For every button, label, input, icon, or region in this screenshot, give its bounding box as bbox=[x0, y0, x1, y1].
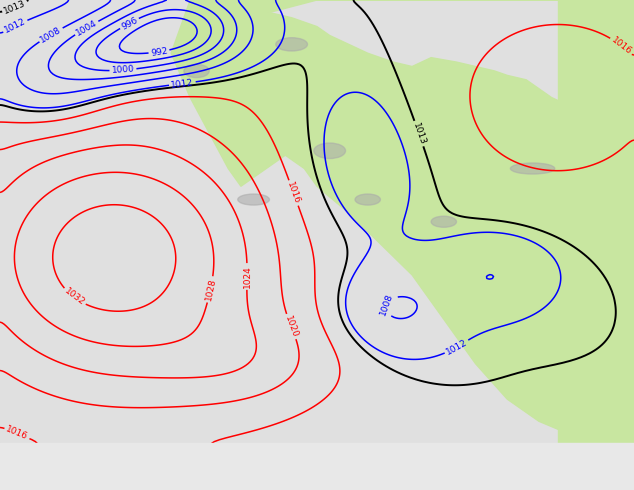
Text: 1028: 1028 bbox=[204, 277, 217, 301]
Text: 1020: 1020 bbox=[283, 314, 299, 339]
Ellipse shape bbox=[431, 216, 456, 227]
Text: 1012: 1012 bbox=[171, 78, 194, 90]
Text: 1008: 1008 bbox=[379, 292, 395, 317]
Text: 992: 992 bbox=[150, 46, 168, 57]
Text: 1013: 1013 bbox=[411, 121, 427, 146]
Ellipse shape bbox=[238, 194, 269, 205]
Text: 1032: 1032 bbox=[62, 287, 86, 308]
Polygon shape bbox=[171, 0, 558, 53]
Text: 1016: 1016 bbox=[609, 35, 633, 56]
Ellipse shape bbox=[355, 194, 380, 205]
Text: Surface pressure [hPa] ECMWF: Surface pressure [hPa] ECMWF bbox=[6, 455, 206, 467]
Text: 1004: 1004 bbox=[74, 18, 99, 37]
Text: 1012: 1012 bbox=[444, 338, 469, 356]
Text: 1024: 1024 bbox=[242, 265, 252, 288]
Text: 1008: 1008 bbox=[39, 25, 63, 45]
Text: 1016: 1016 bbox=[4, 425, 29, 442]
Text: 1012: 1012 bbox=[3, 17, 27, 35]
Bar bbox=[558, 0, 634, 443]
Polygon shape bbox=[171, 9, 634, 443]
Text: 1013: 1013 bbox=[3, 0, 27, 16]
Text: 1000: 1000 bbox=[111, 65, 135, 75]
Ellipse shape bbox=[510, 163, 555, 174]
Text: 996: 996 bbox=[120, 15, 139, 31]
Ellipse shape bbox=[184, 64, 209, 77]
Text: Tu 11-06-2024 06:00 UTC (00+150): Tu 11-06-2024 06:00 UTC (00+150) bbox=[399, 455, 628, 467]
Ellipse shape bbox=[276, 38, 307, 51]
Text: 1016: 1016 bbox=[285, 181, 302, 205]
Text: ©weatheronline.co.uk: ©weatheronline.co.uk bbox=[503, 477, 628, 487]
Ellipse shape bbox=[314, 143, 346, 159]
